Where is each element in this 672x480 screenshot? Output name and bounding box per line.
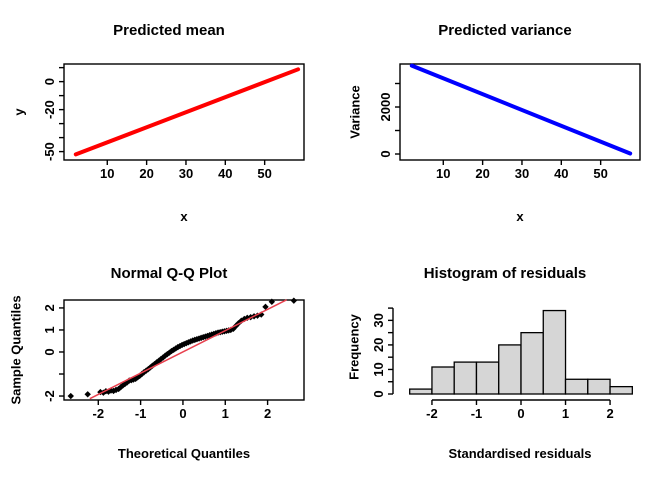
chart-title-histogram: Histogram of residuals [423,265,587,282]
qq-point [123,379,131,386]
x-tick-label: 1 [562,406,569,421]
qq-point [262,303,269,311]
x-tick-label: 1 [222,406,229,421]
x-axis-label-x: x [180,209,188,224]
x-tick-label: 2 [264,406,271,421]
chart-title-qq-plot: Normal Q-Q Plot [110,265,228,282]
qq-point [84,391,91,398]
data-line [409,63,633,156]
x-tick-label: 40 [218,166,232,181]
histogram-bar [409,388,433,395]
panel-predicted-variance: Predicted variance Variance 10 20 30 40 50 0 2… [336,0,672,240]
y-tick-label: 2 [42,304,57,311]
chart-title-predicted-variance: Predicted variance [438,22,572,39]
y-tick-label: 0 [42,78,57,85]
y-tick-label: 2000 [378,93,393,122]
x-tick-label: 2 [606,406,613,421]
y-tick-label: 30 [371,313,386,327]
x-tick-label: -2 [93,406,105,421]
y-tick-label: 20 [371,338,386,352]
x-tick-label: -1 [135,406,147,421]
histogram-bar [542,309,567,395]
predicted-variance-plot-canvas: 10 20 30 40 50 0 2000 [378,63,641,181]
histogram-bar [431,366,455,395]
y-tick-label: 0 [378,150,393,157]
histogram-bar [475,361,500,395]
qq-point [117,384,124,391]
qq-point [172,345,179,352]
qq-point [67,392,74,400]
histogram-bar [609,385,633,395]
qq-point [268,298,276,305]
y-tick-label: -2 [42,390,57,402]
histogram-bar [453,361,478,395]
x-tick-label: 20 [475,166,489,181]
y-tick-label: 10 [371,362,386,376]
x-tick-label: 0 [179,406,186,421]
x-tick-label: 30 [515,166,529,181]
plot-box [63,63,305,161]
x-tick-label: 20 [139,166,153,181]
x-tick-label: 10 [100,166,114,181]
predicted-mean-plot-canvas: 10 20 30 40 50 0 -20 -50 [42,63,305,181]
y-tick-label: 0 [371,390,386,397]
qq-plot-canvas: -2 -1 0 1 2 -2 0 1 2 [42,297,305,421]
qq-point [174,343,182,351]
plot-box [63,299,305,401]
x-axis-label-x2: x [516,209,524,224]
chart-title-predicted-mean: Predicted mean [113,22,225,39]
histogram-bar [587,378,611,395]
x-tick-label: 50 [257,166,271,181]
x-tick-label: 30 [179,166,193,181]
x-tick-label: 40 [554,166,568,181]
plot-box [399,63,641,161]
panel-normal-qq-plot: Normal Q-Q Plot Sample Quantiles -2 -1 0 1 2… [0,240,336,480]
qq-point [290,297,298,304]
histogram-bar [520,331,544,395]
y-tick-label: 1 [42,326,57,333]
histogram-bar [564,378,589,395]
qq-point [164,350,171,358]
panel-predicted-mean: Predicted mean y 10 20 30 40 50 0 -20 -50 x [0,0,336,240]
x-tick-label: -1 [471,406,483,421]
x-tick-label: 10 [436,166,450,181]
x-tick-label: 0 [517,406,524,421]
panel-histogram-residuals: Histogram of residuals Frequency -2 -1 0 1 2… [336,240,672,480]
x-tick-label: -2 [426,406,438,421]
histogram-bar [498,344,522,395]
qq-reference-line [89,299,287,400]
x-axis-label-standardised-residuals: Standardised residuals [448,446,592,461]
data-line [73,67,301,157]
x-tick-label: 50 [593,166,607,181]
qq-point [155,357,163,364]
x-axis-label-theoretical-quantiles: Theoretical Quantiles [117,446,251,461]
qq-point [157,355,165,363]
y-tick-label: 0 [42,348,57,355]
y-tick-label: -50 [42,142,57,161]
y-tick-label: -20 [42,100,57,119]
qq-point [161,352,169,359]
